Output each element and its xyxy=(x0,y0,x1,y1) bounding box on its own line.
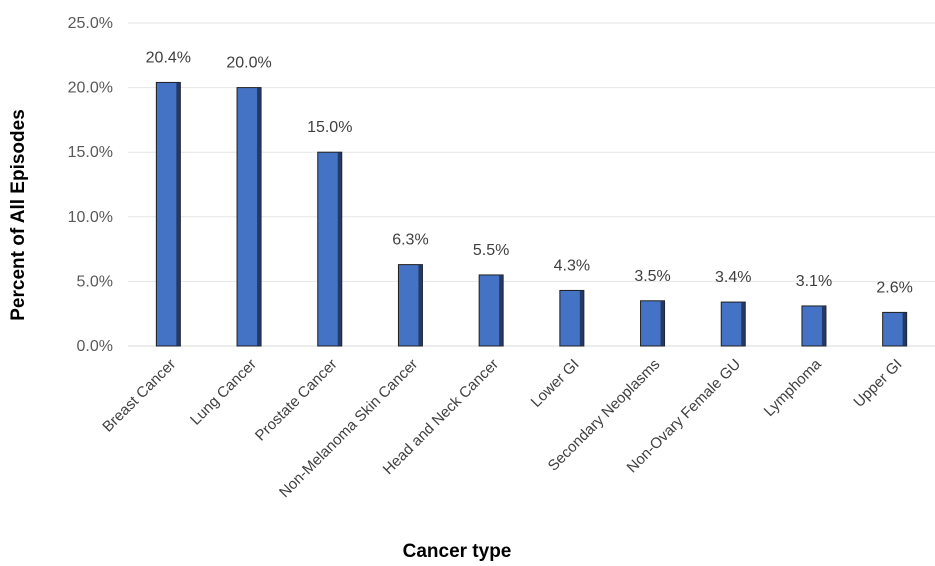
y-tick-label: 25.0% xyxy=(68,15,113,32)
bar-shadow xyxy=(257,87,262,346)
bar-shadow xyxy=(902,312,907,346)
data-label: 3.4% xyxy=(715,269,751,286)
gridlines xyxy=(128,22,935,347)
category-label: Lymphoma xyxy=(761,355,826,420)
y-tick-label: 10.0% xyxy=(68,209,113,226)
data-label: 5.5% xyxy=(473,242,509,259)
category-label: Lung Cancer xyxy=(187,356,260,429)
y-tick-label: 20.0% xyxy=(68,80,113,97)
data-label: 3.1% xyxy=(796,273,832,290)
category-label: Prostate Cancer xyxy=(252,356,341,445)
data-labels: 20.4% 20.0% 15.0% 6.3% 5.5% 4.3% 3.5% 3.4% 3.1% 2… xyxy=(146,49,913,296)
data-label: 4.3% xyxy=(554,257,590,274)
y-axis-title: Percent of All Episodes xyxy=(8,109,29,321)
y-tick-label: 15.0% xyxy=(68,144,113,161)
data-label: 15.0% xyxy=(307,119,352,136)
x-axis-title: Cancer type xyxy=(403,541,512,562)
data-label: 2.6% xyxy=(876,279,912,296)
y-axis-ticks: 0.0% 5.0% 10.0% 15.0% 20.0% 25.0% xyxy=(68,15,113,355)
data-label: 3.5% xyxy=(634,268,670,285)
bar-shadow xyxy=(176,82,181,346)
bar-shadow xyxy=(418,264,423,346)
bar-shadow xyxy=(579,290,584,346)
category-label: Breast Cancer xyxy=(99,356,179,436)
bar-shadow xyxy=(499,274,504,346)
data-label: 20.0% xyxy=(226,55,271,72)
bars xyxy=(155,81,908,347)
category-label: Lower GI xyxy=(528,356,583,411)
bar-shadow xyxy=(741,302,746,346)
data-label: 20.4% xyxy=(146,49,191,66)
bar-shadow xyxy=(337,152,342,346)
category-label: Non-Melanoma Skin Cancer xyxy=(276,356,421,501)
y-tick-label: 0.0% xyxy=(77,338,113,355)
y-tick-label: 5.0% xyxy=(77,273,113,290)
data-label: 6.3% xyxy=(392,232,428,249)
bar-shadow xyxy=(660,300,665,346)
bar-shadow xyxy=(821,305,826,346)
category-label: Upper GI xyxy=(850,356,905,411)
